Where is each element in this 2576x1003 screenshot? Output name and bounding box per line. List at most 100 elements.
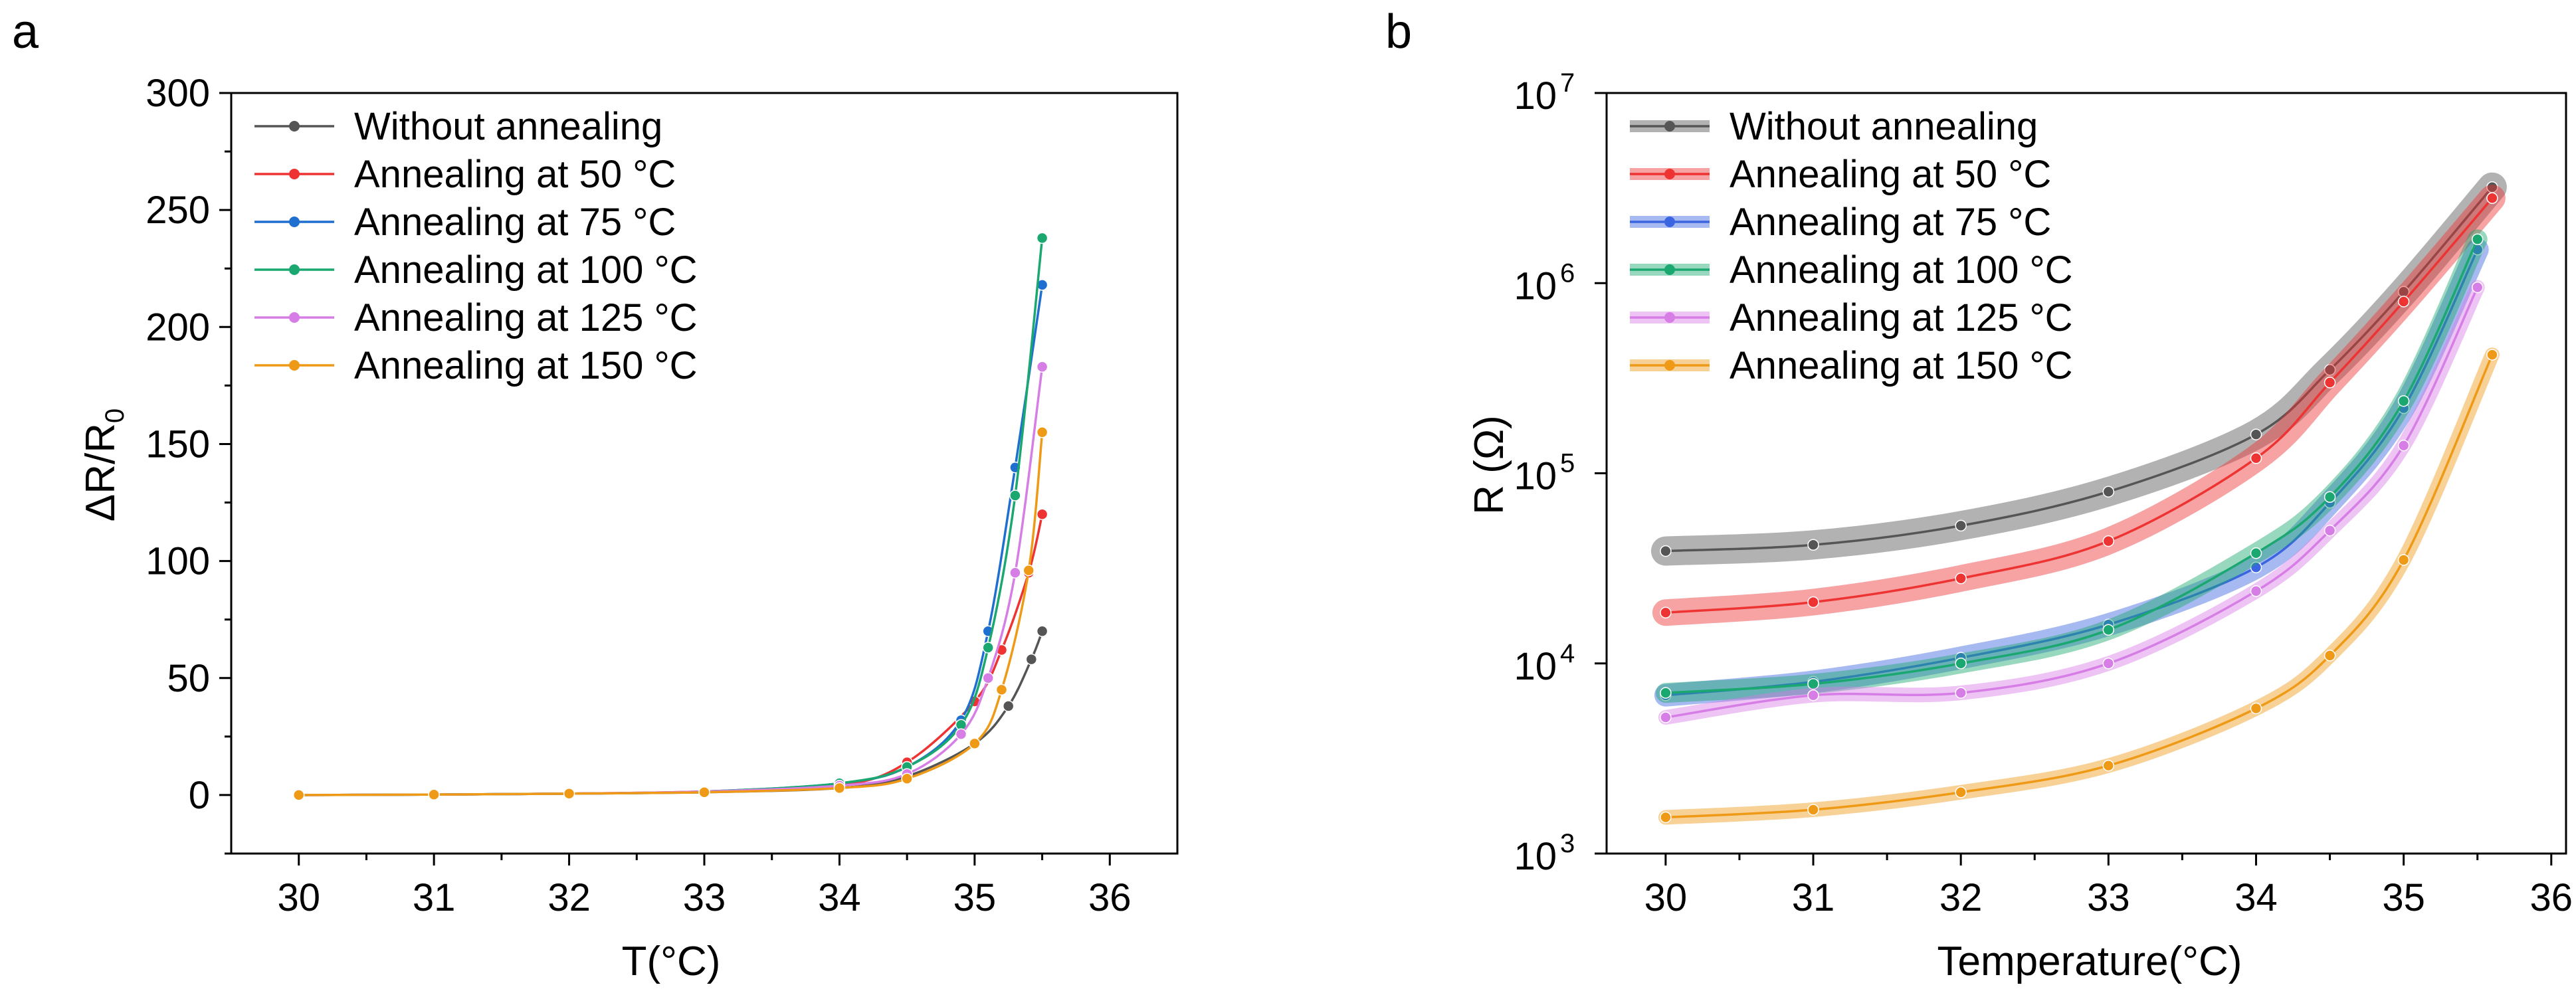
- panel-b-series-6-band: [1658, 347, 2500, 825]
- panel-b-series-1-point-6: [2324, 364, 2336, 376]
- panel-b-series-5-point-7: [2397, 439, 2410, 452]
- panel-a-legend-marker-3: [289, 217, 300, 227]
- panel-a-ytick-label-3: 100: [146, 540, 210, 583]
- panel-b-series-1-point-5: [2250, 428, 2262, 440]
- panel-b-series-1-point-3: [1955, 519, 1967, 532]
- panel-b-xlabel: Temperature(°C): [1937, 939, 2242, 984]
- panel-b-ytick-label-1: 10: [1514, 835, 1557, 878]
- panel-a-series-5-point-7: [955, 728, 967, 741]
- panel-b-series-1-point-1: [1660, 545, 1672, 557]
- panel-b-legend-marker-1: [1664, 121, 1675, 132]
- panel-b-series-4-point-8: [2471, 233, 2484, 246]
- panel-a-series-6-line: [298, 432, 1044, 796]
- panel-b-ylabel: R (Ω): [1466, 415, 1512, 515]
- panel-b-series-2-point-7: [2397, 296, 2410, 308]
- panel-a-series-6-point-8: [995, 684, 1008, 696]
- panel-b-legend-label-4: Annealing at 100 °C: [1730, 248, 2073, 292]
- panel-b-xtick-label-2: 31: [1792, 876, 1835, 919]
- panel-a-legend-marker-2: [289, 169, 300, 179]
- panel-b-xtick-label-1: 30: [1644, 876, 1688, 919]
- panel-a-series-1-point-10: [1036, 625, 1048, 638]
- panel-b-series-4-point-2: [1807, 678, 1819, 690]
- panel-b-ytick-exp-3: 5: [1560, 449, 1575, 478]
- panel-b-series-1: [1650, 172, 2507, 566]
- panel-b-ytick-label-2: 10: [1514, 645, 1557, 688]
- panel-b-legend-label-3: Annealing at 75 °C: [1730, 201, 2051, 244]
- panel-a-legend-item-2: Annealing at 50 °C: [254, 153, 676, 196]
- panel-b-legend-item-2: Annealing at 50 °C: [1630, 153, 2051, 196]
- panel-b-ytick-exp-4: 6: [1560, 258, 1575, 288]
- panel-b-series-2-point-5: [2250, 452, 2262, 464]
- panel-b-legend-label-1: Without annealing: [1730, 105, 2038, 148]
- panel-a-series-5-line: [298, 366, 1044, 796]
- panel-b-series-5-point-2: [1807, 689, 1819, 701]
- panel-b-series-2-point-4: [2102, 535, 2115, 547]
- panel-a-xtick-label-5: 34: [818, 876, 861, 919]
- panel-a-legend-marker-5: [289, 312, 300, 323]
- panel-a-series-5-point-8: [982, 672, 994, 684]
- panel-a-series-1-point-9: [1025, 653, 1038, 666]
- panel-a-series-1-point-8: [1002, 700, 1015, 712]
- panel-a-ytick-label-6: 250: [146, 189, 210, 232]
- panel-b-series-1-line: [1665, 186, 2494, 553]
- panel-a-legend-marker-1: [289, 121, 300, 132]
- panel-a-xtick-label-6: 35: [953, 876, 997, 919]
- panel-a-legend-item-4: Annealing at 100 °C: [254, 248, 698, 292]
- panel-b-xtick-label-6: 35: [2382, 876, 2425, 919]
- panel-a-legend-label-5: Annealing at 125 °C: [354, 296, 698, 339]
- panel-a-ytick-label-7: 300: [146, 72, 210, 115]
- panel-b-series-6-point-8: [2486, 349, 2498, 361]
- panel-a-ytick-label-2: 50: [167, 657, 210, 700]
- panel-b-series-2-point-3: [1955, 573, 1967, 585]
- panel-a-legend-label-2: Annealing at 50 °C: [354, 153, 676, 196]
- panel-b-ytick-exp-2: 4: [1560, 639, 1575, 668]
- panel-b-series-6-point-3: [1955, 786, 1967, 798]
- panel-a-series-6-point-1: [292, 789, 305, 801]
- panel-b-legend-marker-6: [1664, 360, 1675, 371]
- panel-a-xtick-label-7: 36: [1088, 876, 1132, 919]
- panel-a-ytick-label-5: 200: [146, 306, 210, 349]
- panel-b-series-5-point-3: [1955, 687, 1967, 699]
- panel-a-legend-item-5: Annealing at 125 °C: [254, 296, 698, 339]
- panel-a-ytick-label-1: 0: [189, 774, 210, 817]
- panel-b-legend-item-3: Annealing at 75 °C: [1630, 201, 2051, 244]
- panel-a-legend-item-6: Annealing at 150 °C: [254, 344, 698, 387]
- panel-b-label: b: [1385, 5, 1412, 58]
- panel-b-series-6: [1658, 347, 2500, 825]
- panel-b-series-4-point-3: [1955, 658, 1967, 670]
- panel-b-ytick-exp-5: 7: [1560, 68, 1575, 98]
- panel-b-series-5: [1658, 280, 2485, 725]
- panel-a-series-6-point-5: [833, 782, 846, 794]
- panel-a-series-1: [292, 625, 1048, 801]
- panel-b-xtick-label-7: 36: [2530, 876, 2573, 919]
- panel-b-series-4: [1655, 229, 2488, 703]
- panel-a-legend-marker-4: [289, 264, 300, 275]
- panel-b-series-3-point-5: [2250, 561, 2262, 573]
- panel-b-ytick-label-4: 10: [1514, 264, 1557, 308]
- panel-a-ytick-label-4: 150: [146, 422, 210, 466]
- panel-a: a 30 31 32 33 34 35 36 0 50 100 150 200 250 300 Withou…: [12, 5, 1179, 984]
- panel-a-legend-label-1: Without annealing: [354, 105, 662, 148]
- plot-a: 30 31 32 33 34 35 36 0 50 100 150 200 250 300 Without …: [146, 72, 1179, 919]
- panel-b-series-5-point-5: [2250, 585, 2262, 597]
- panel-b-series-6-point-7: [2397, 554, 2410, 566]
- panel-b-legend-item-5: Annealing at 125 °C: [1630, 296, 2073, 339]
- panel-a-xtick-label-4: 33: [683, 876, 726, 919]
- panel-a-series-6-point-10: [1036, 426, 1048, 438]
- panel-a-series-5-point-9: [1009, 567, 1021, 579]
- panel-a-series-6-point-2: [428, 788, 440, 800]
- panel-b-legend-marker-3: [1664, 217, 1675, 227]
- panel-b-series-4-point-7: [2397, 395, 2410, 407]
- panel-a-series-6-point-7: [969, 737, 981, 750]
- panel-b-series-5-point-8: [2471, 281, 2484, 294]
- panel-a-series-5: [292, 361, 1048, 801]
- panel-a-legend-label-6: Annealing at 150 °C: [354, 344, 698, 387]
- panel-b-series-2-point-6: [2324, 377, 2336, 389]
- panel-b-series-4-point-1: [1660, 687, 1672, 699]
- panel-b-xtick-label-3: 32: [1939, 876, 1983, 919]
- panel-b-legend-marker-4: [1664, 264, 1675, 275]
- panel-a-legend-item-3: Annealing at 75 °C: [254, 201, 676, 244]
- panel-a-legend-label-3: Annealing at 75 °C: [354, 201, 676, 244]
- panel-a-series-6-point-6: [901, 773, 913, 785]
